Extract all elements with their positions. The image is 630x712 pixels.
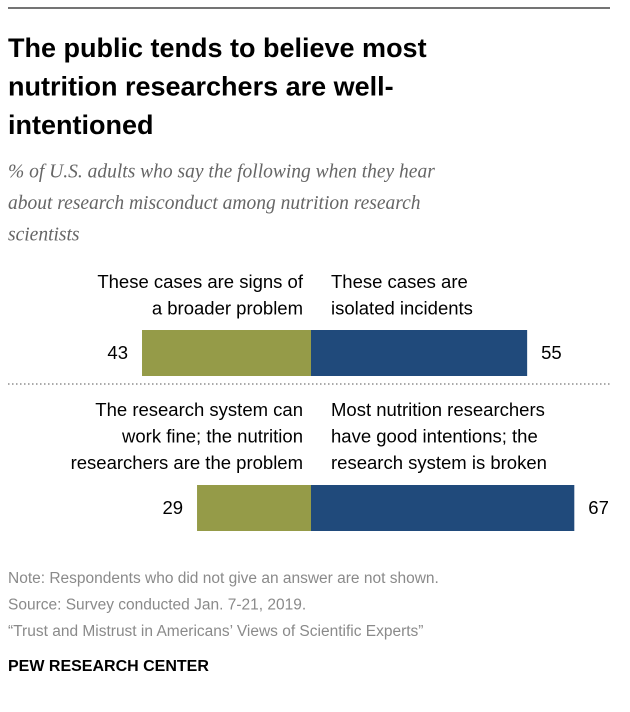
left-label: a broader problem [152,297,303,318]
left-label: The research system can [95,399,303,420]
note: Note: Respondents who did not give an an… [8,570,439,587]
value-label: 29 [162,497,183,518]
value-label: 55 [541,342,562,363]
chart-subtitle: about research misconduct among nutritio… [8,193,421,214]
source-org: PEW RESEARCH CENTER [8,658,209,675]
right-label: Most nutrition researchers [331,399,545,420]
left-label: work fine; the nutrition [121,425,303,446]
chart-subtitle: % of U.S. adults who say the following w… [8,161,435,182]
note: Source: Survey conducted Jan. 7-21, 2019… [8,597,306,614]
left-label: These cases are signs of [97,271,304,292]
chart-title: The public tends to believe most [8,33,427,63]
value-label: 43 [107,342,128,363]
bar [311,330,528,376]
chart-title: nutrition researchers are well- [8,72,394,102]
bar [311,485,575,531]
right-label: have good intentions; the [331,425,538,446]
right-label: These cases are [331,271,468,292]
bar [197,485,311,531]
chart-subtitle: scientists [8,224,80,245]
left-label: researchers are the problem [71,452,303,473]
right-label: research system is broken [331,452,547,473]
note: “Trust and Mistrust in Americans’ Views … [8,623,423,640]
chart-title: intentioned [8,110,153,140]
bar [142,330,311,376]
value-label: 67 [588,497,609,518]
right-label: isolated incidents [331,297,473,318]
